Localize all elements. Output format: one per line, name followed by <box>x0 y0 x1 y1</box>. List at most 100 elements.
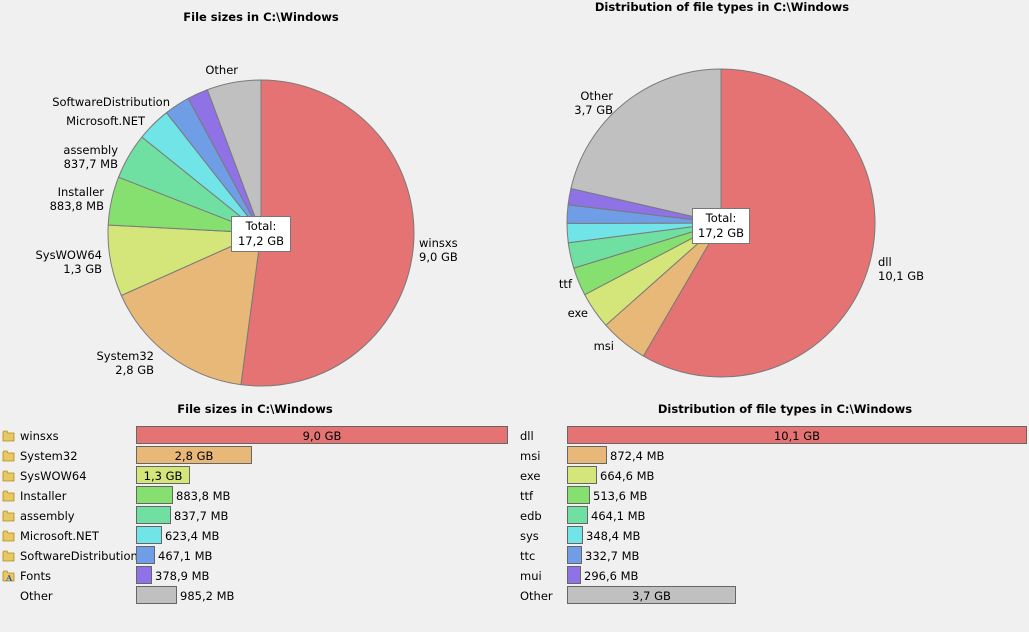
left-pie-label-installer: Installer 883,8 MB <box>49 185 104 213</box>
right-bar-value-sys: 348,4 MB <box>586 529 641 543</box>
left-pie-label-other: Other <box>205 63 238 77</box>
right-pie-label-other: Other 3,7 GB <box>574 89 613 117</box>
left-bar-row-other[interactable]: Other 985,2 MB <box>0 586 515 606</box>
right-bar-ttc[interactable] <box>567 546 582 564</box>
right-pie-slice-other[interactable] <box>570 68 722 224</box>
right-total-value: 17,2 GB <box>697 226 745 240</box>
fonts-folder-icon: A <box>2 570 15 582</box>
left-bar-softwaredistribution[interactable] <box>136 546 155 564</box>
left-pie-slice-other[interactable] <box>206 79 262 234</box>
right-bar-sys[interactable] <box>567 526 583 544</box>
right-bar-row-exe[interactable]: exe 664,6 MB <box>515 466 1029 486</box>
left-bar-label-fonts: Fonts <box>20 569 52 583</box>
left-pie-label-softwaredistribution: SoftwareDistribution <box>52 95 170 109</box>
right-bar-value-edb: 464,1 MB <box>591 509 646 523</box>
right-bar-row-sys[interactable]: sys 348,4 MB <box>515 526 1029 546</box>
right-bar-mui[interactable] <box>567 566 581 584</box>
folder-icon <box>2 470 15 482</box>
right-bar-row-ttf[interactable]: ttf 513,6 MB <box>515 486 1029 506</box>
right-bar-label-msi: msi <box>520 449 541 463</box>
right-bar-row-other[interactable]: Other 3,7 GB <box>515 586 1029 606</box>
right-pie-title: Distribution of file types in C:\Windows <box>594 0 850 14</box>
right-bar-label-sys: sys <box>520 529 539 543</box>
left-pie-label-assembly: assembly 837,7 MB <box>63 143 118 171</box>
right-bar-row-edb[interactable]: edb 464,1 MB <box>515 506 1029 526</box>
right-pie-chart: dll 10,1 GB msi exe ttf Other 3,7 GB Total: 17… <box>520 0 1029 400</box>
left-bar-row-assembly[interactable]: assembly 837,7 MB <box>0 506 515 526</box>
left-bar-value-softwaredistribution: 467,1 MB <box>158 549 213 563</box>
left-bar-row-fonts[interactable]: A Fonts 378,9 MB <box>0 566 515 586</box>
right-bar-value-exe: 664,6 MB <box>600 469 655 483</box>
left-bar-assembly[interactable] <box>136 506 171 524</box>
right-bar-value-dll: 10,1 GB <box>773 429 821 443</box>
left-bar-row-syswow64[interactable]: SysWOW64 1,3 GB <box>0 466 515 486</box>
left-bar-row-softwaredistribution[interactable]: SoftwareDistribution 467,1 MB <box>0 546 515 566</box>
right-pie-svg <box>566 68 876 378</box>
right-bar-ttf[interactable] <box>567 486 590 504</box>
left-bar-value-winsxs: 9,0 GB <box>302 429 342 443</box>
left-bar-label-softwaredistribution: SoftwareDistribution <box>20 549 138 563</box>
left-bar-value-system32: 2,8 GB <box>174 449 214 463</box>
right-bar-value-mui: 296,6 MB <box>584 569 639 583</box>
right-bar-value-other: 3,7 GB <box>632 589 671 603</box>
right-pie-label-dll: dll 10,1 GB <box>878 255 925 283</box>
left-bar-other[interactable] <box>136 586 177 604</box>
left-bar-label-installer: Installer <box>20 489 67 503</box>
folder-icon <box>2 490 15 502</box>
right-pie-total-box: Total: 17,2 GB <box>692 208 750 244</box>
right-bar-value-ttf: 513,6 MB <box>593 489 648 503</box>
left-bar-row-installer[interactable]: Installer 883,8 MB <box>0 486 515 506</box>
left-pie-svg <box>107 79 415 387</box>
left-bar-syswow64[interactable] <box>136 466 190 484</box>
left-bar-label-microsoft-net: Microsoft.NET <box>20 529 99 543</box>
svg-text:A: A <box>5 573 13 582</box>
right-bar-msi[interactable] <box>567 446 607 464</box>
folder-icon <box>2 550 15 562</box>
left-bar-value-fonts: 378,9 MB <box>155 569 210 583</box>
left-bar-label-system32: System32 <box>20 449 78 463</box>
right-bar-value-msi: 872,4 MB <box>610 449 665 463</box>
left-bar-value-syswow64: 1,3 GB <box>143 469 183 483</box>
left-bar-label-winsxs: winsxs <box>20 429 59 443</box>
left-pie-total-box: Total: 17,2 GB <box>231 216 291 252</box>
right-bar-exe[interactable] <box>567 466 597 484</box>
left-bar-installer[interactable] <box>136 486 173 504</box>
left-bar-row-winsxs[interactable]: winsxs 9,0 GB <box>0 426 515 446</box>
right-bar-label-other: Other <box>520 589 553 603</box>
folder-icon <box>2 530 15 542</box>
left-bar-fonts[interactable] <box>136 566 152 584</box>
right-bar-label-dll: dll <box>520 429 534 443</box>
left-pie-label-winsxs: winsxs 9,0 GB <box>419 236 458 264</box>
right-bar-label-edb: edb <box>520 509 542 523</box>
right-bar-dll[interactable] <box>567 426 1027 444</box>
right-bar-row-dll[interactable]: dll 10,1 GB <box>515 426 1029 446</box>
right-bar-edb[interactable] <box>567 506 588 524</box>
left-pie-title: File sizes in C:\Windows <box>183 10 339 24</box>
right-bar-value-ttc: 332,7 MB <box>585 549 640 563</box>
right-pie-label-ttf: ttf <box>558 277 572 291</box>
left-bar-microsoft-net[interactable] <box>136 526 162 544</box>
right-bar-row-mui[interactable]: mui 296,6 MB <box>515 566 1029 586</box>
folder-icon <box>2 510 15 522</box>
left-bar-title: File sizes in C:\Windows <box>177 402 333 416</box>
right-bar-row-ttc[interactable]: ttc 332,7 MB <box>515 546 1029 566</box>
left-pie-chart: winsxs 9,0 GB System32 2,8 GB SysWOW64 1,3… <box>0 0 520 400</box>
left-bar-system32[interactable] <box>136 446 252 464</box>
left-pie-label-system32: System32 2,8 GB <box>96 349 154 377</box>
left-pie-slice-system32[interactable] <box>120 232 262 386</box>
left-bar-value-microsoft-net: 623,4 MB <box>165 529 220 543</box>
folder-icon <box>2 450 15 462</box>
left-total-label: Total: <box>245 219 277 233</box>
right-bar-label-mui: mui <box>520 569 542 583</box>
right-bar-other[interactable] <box>567 586 736 604</box>
left-bar-row-system32[interactable]: System32 2,8 GB <box>0 446 515 466</box>
left-bar-winsxs[interactable] <box>136 426 508 444</box>
left-bar-row-microsoft-net[interactable]: Microsoft.NET 623,4 MB <box>0 526 515 546</box>
left-pie-slice-winsxs[interactable] <box>240 79 415 387</box>
left-bar-value-assembly: 837,7 MB <box>174 509 229 523</box>
right-total-label: Total: <box>705 211 737 225</box>
right-pie-slice-dll[interactable] <box>642 68 876 378</box>
right-bar-label-exe: exe <box>520 469 541 483</box>
right-bar-row-msi[interactable]: msi 872,4 MB <box>515 446 1029 466</box>
right-pie-label-exe: exe <box>567 306 588 320</box>
